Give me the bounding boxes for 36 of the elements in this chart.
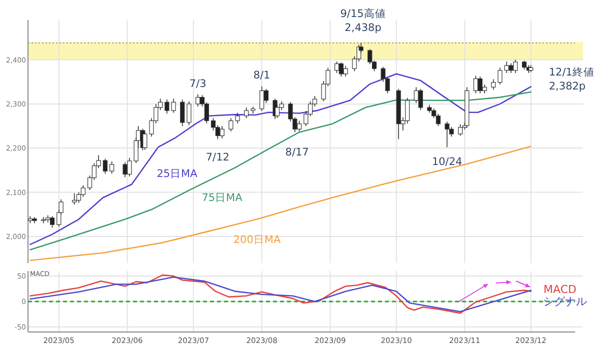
candlestick bbox=[418, 88, 423, 111]
annotation: 10/24 bbox=[432, 156, 463, 168]
candlestick bbox=[334, 61, 340, 74]
candlestick bbox=[50, 216, 55, 228]
series-label: 75日MA bbox=[202, 192, 244, 204]
candlestick bbox=[491, 78, 496, 90]
series-label: 200日MA bbox=[233, 234, 282, 246]
candlestick bbox=[142, 130, 148, 150]
candlestick bbox=[220, 126, 224, 139]
candlestick bbox=[196, 94, 200, 107]
candlestick bbox=[235, 112, 240, 124]
candlestick bbox=[102, 158, 108, 174]
candlestick bbox=[436, 113, 441, 126]
candlestick bbox=[186, 100, 192, 126]
candlestick bbox=[458, 124, 463, 136]
annotation: 8/17 bbox=[285, 146, 309, 158]
annotation: 12/1終値 2,382p bbox=[548, 66, 594, 93]
candlestick bbox=[343, 66, 348, 77]
candlestick bbox=[41, 216, 46, 224]
candlestick bbox=[180, 99, 185, 126]
annotation: 8/1 bbox=[253, 69, 270, 82]
series-label: MACD bbox=[544, 283, 576, 296]
candlestick bbox=[80, 184, 86, 198]
candlestick bbox=[110, 160, 114, 174]
candlestick bbox=[498, 67, 502, 85]
annotation: 9/15高値 2,438p bbox=[340, 6, 386, 34]
candlestick bbox=[244, 107, 249, 118]
candlestick bbox=[228, 118, 234, 132]
candlestick bbox=[260, 86, 264, 112]
candlestick bbox=[368, 48, 372, 65]
candlestick bbox=[473, 75, 478, 94]
annotation: 7/3 bbox=[189, 78, 206, 90]
annotation: 7/12 bbox=[206, 151, 230, 164]
series-label: 25日MA bbox=[156, 168, 198, 180]
candlestick bbox=[72, 192, 77, 206]
candlestick bbox=[296, 120, 302, 132]
